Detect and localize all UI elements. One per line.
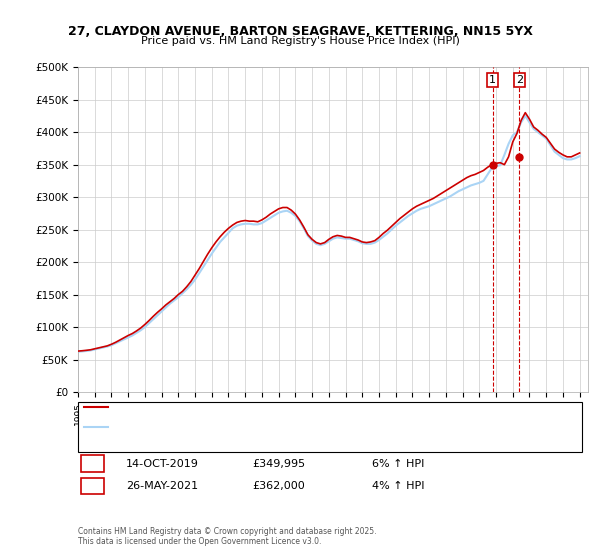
Text: 27, CLAYDON AVENUE, BARTON SEAGRAVE, KETTERING, NN15 5YX (detached house): 27, CLAYDON AVENUE, BARTON SEAGRAVE, KET…	[114, 403, 495, 412]
Text: £349,995: £349,995	[252, 459, 305, 469]
Text: 2: 2	[516, 75, 523, 85]
Text: 1: 1	[89, 459, 96, 469]
Text: 14-OCT-2019: 14-OCT-2019	[126, 459, 199, 469]
Text: 6% ↑ HPI: 6% ↑ HPI	[372, 459, 424, 469]
Text: 27, CLAYDON AVENUE, BARTON SEAGRAVE, KETTERING, NN15 5YX: 27, CLAYDON AVENUE, BARTON SEAGRAVE, KET…	[68, 25, 532, 38]
Text: 1: 1	[489, 75, 496, 85]
Text: 2: 2	[89, 481, 96, 491]
Text: 4% ↑ HPI: 4% ↑ HPI	[372, 481, 425, 491]
Text: £362,000: £362,000	[252, 481, 305, 491]
Text: Contains HM Land Registry data © Crown copyright and database right 2025.
This d: Contains HM Land Registry data © Crown c…	[78, 526, 377, 546]
Text: 26-MAY-2021: 26-MAY-2021	[126, 481, 198, 491]
Text: Price paid vs. HM Land Registry's House Price Index (HPI): Price paid vs. HM Land Registry's House …	[140, 36, 460, 46]
Text: HPI: Average price, detached house, North Northamptonshire: HPI: Average price, detached house, Nort…	[114, 422, 392, 431]
